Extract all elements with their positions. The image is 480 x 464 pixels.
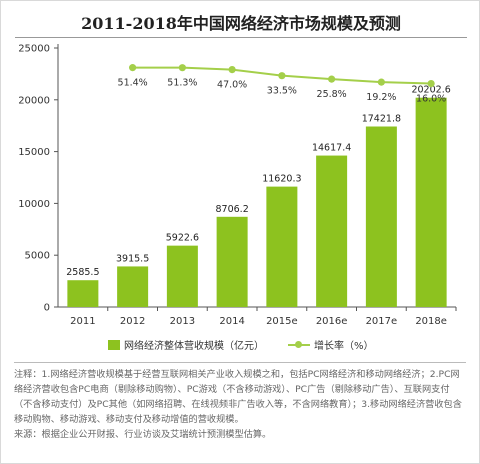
y-tick-label: 0 — [44, 303, 50, 314]
bar-value-label: 3915.5 — [116, 253, 149, 264]
legend-item-revenue: 网络经济整体营收规模（亿元） — [108, 337, 264, 352]
x-tick-label: 2011 — [70, 316, 95, 327]
growth-point — [328, 75, 336, 83]
bar — [415, 97, 447, 307]
growth-value-label: 25.8% — [317, 89, 347, 100]
growth-value-label: 33.5% — [267, 86, 297, 97]
legend-label-growth: 增长率（%） — [314, 341, 374, 352]
x-tick-label: 2014 — [219, 316, 244, 327]
chart-plot: 0 5000 10000 15000 20000 25000 2585.5 2011 3915.… — [18, 44, 457, 327]
chart-title: 2011-2018年中国网络经济市场规模及预测 — [81, 14, 401, 33]
growth-point — [278, 72, 286, 80]
bar-value-label: 2585.5 — [66, 267, 99, 278]
growth-value-label: 51.3% — [167, 78, 197, 89]
bar — [365, 126, 397, 307]
bar — [166, 245, 198, 307]
growth-point — [178, 64, 186, 72]
growth-point — [228, 66, 236, 74]
x-tick-label: 2017e — [366, 316, 398, 327]
y-tick-label: 25000 — [18, 44, 50, 55]
legend-line-marker-icon — [288, 340, 310, 350]
bar-value-label: 20202.6 — [411, 85, 450, 96]
growth-point — [427, 79, 435, 88]
legend: 网络经济整体营收规模（亿元） 增长率（%） — [0, 337, 480, 352]
bar — [117, 266, 149, 307]
y-tick-label: 20000 — [18, 95, 50, 106]
y-tick-label: 5000 — [25, 251, 50, 262]
growth-value-label: 47.0% — [217, 80, 247, 91]
legend-label-revenue: 网络经济整体营收规模（亿元） — [124, 341, 264, 352]
x-tick-label: 2016e — [316, 316, 348, 327]
bar-value-label: 8706.2 — [216, 204, 249, 215]
legend-item-growth: 增长率（%） — [288, 337, 374, 352]
x-tick-label: 2012 — [120, 316, 145, 327]
x-tick-label: 2013 — [170, 316, 195, 327]
growth-value-label: 16.0% — [416, 94, 446, 105]
notes-text: 注释：1.网络经济营收规模基于经营互联网相关产业收入规模之和，包括PC网络经济和… — [14, 369, 462, 425]
growth-value-label: 19.2% — [366, 92, 396, 103]
bar-value-label: 11620.3 — [262, 174, 301, 185]
y-tick-label: 15000 — [18, 147, 50, 158]
bar-value-label: 5922.6 — [166, 233, 199, 244]
bar-value-label: 17421.8 — [362, 114, 401, 125]
bar — [316, 155, 348, 307]
bar — [216, 216, 248, 307]
growth-point — [377, 78, 385, 86]
notes-box: 注释：1.网络经济营收规模基于经营互联网相关产业收入规模之和，包括PC网络经济和… — [14, 362, 466, 450]
source-text: 来源：根据企业公开财报、行业访谈及艾瑞统计预测模型估算。 — [14, 429, 272, 440]
growth-point — [129, 64, 137, 72]
bar — [266, 186, 298, 307]
x-tick-label: 2015e — [266, 316, 298, 327]
x-tick-label: 2018e — [415, 316, 447, 327]
bar-value-label: 14617.4 — [312, 143, 351, 154]
legend-bar-swatch-icon — [108, 339, 120, 350]
title-divider — [15, 37, 467, 38]
growth-value-label: 51.4% — [118, 78, 148, 89]
y-tick-label: 10000 — [18, 199, 50, 210]
bar — [67, 280, 99, 307]
